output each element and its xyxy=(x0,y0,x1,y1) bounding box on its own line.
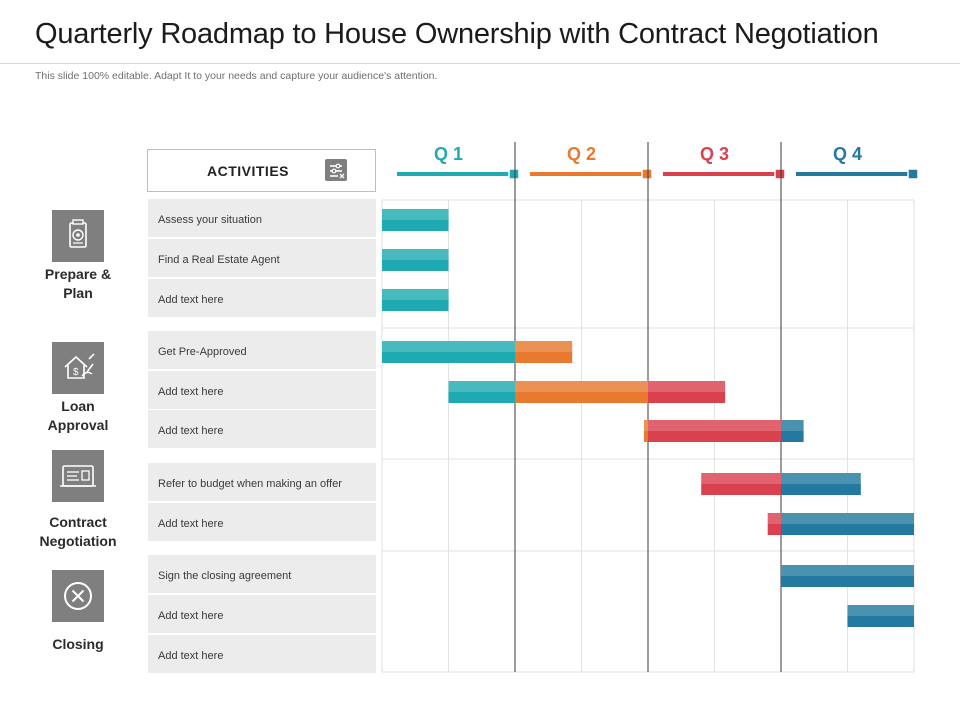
task-bar-bottom xyxy=(515,352,573,363)
task-bar-bottom xyxy=(847,616,914,627)
quarter-marker xyxy=(907,168,919,180)
activity-row xyxy=(148,199,376,237)
task-bar-top xyxy=(648,420,781,431)
task-bar-top xyxy=(767,513,781,524)
phase-label-line: Plan xyxy=(63,285,93,301)
task-bar-top xyxy=(382,289,449,300)
quarter-marker xyxy=(508,168,520,180)
activity-label: Find a Real Estate Agent xyxy=(158,254,280,266)
task-bar-top xyxy=(448,381,515,392)
contract-document-icon xyxy=(52,450,104,502)
task-bar-bottom xyxy=(781,484,861,495)
page-subtitle: This slide 100% editable. Adapt It to yo… xyxy=(35,70,438,82)
quarter-rule xyxy=(397,172,509,176)
task-bar-top xyxy=(847,605,914,616)
task-bar-bottom xyxy=(382,352,515,363)
task-bar-top xyxy=(781,565,914,576)
task-bar-bottom xyxy=(781,431,804,442)
page-title: Quarterly Roadmap to House Ownership wit… xyxy=(35,18,879,50)
activity-label: Add text here xyxy=(158,294,223,306)
phase-label-closing: Closing xyxy=(26,635,130,654)
task-bar-top xyxy=(644,420,648,431)
activities-header: ACTIVITIES xyxy=(147,149,376,192)
activity-row xyxy=(148,595,376,633)
phase-label-line: Approval xyxy=(47,417,109,433)
phase-label-line: Prepare & xyxy=(44,266,112,282)
phase-label-prepare: Prepare & Plan xyxy=(26,265,130,303)
house-dollar-icon: $ xyxy=(52,342,104,394)
activity-row xyxy=(148,371,376,409)
activity-label: Assess your situation xyxy=(158,214,262,226)
task-bar-bottom xyxy=(382,300,449,311)
quarter-label: Q 3 xyxy=(700,144,729,164)
task-bar-top xyxy=(515,381,648,392)
phase-label-line: Closing xyxy=(52,636,104,652)
quarter-marker xyxy=(774,168,786,180)
task-bar-bottom xyxy=(382,260,449,271)
activities-header-label: ACTIVITIES xyxy=(206,163,289,179)
task-bar-bottom xyxy=(382,220,449,231)
close-circle-icon xyxy=(52,570,104,622)
activity-label: Refer to budget when making an offer xyxy=(158,478,342,490)
task-bar-bottom xyxy=(767,524,781,535)
activity-row xyxy=(148,503,376,541)
svg-text:$: $ xyxy=(73,367,79,378)
activity-label: Add text here xyxy=(158,386,223,398)
quarter-label: Q 1 xyxy=(434,144,463,164)
activity-row xyxy=(148,331,376,369)
activity-row xyxy=(148,555,376,593)
document-target-icon xyxy=(52,210,104,262)
activity-label: Get Pre-Approved xyxy=(158,346,247,358)
activity-row xyxy=(148,239,376,277)
title-divider xyxy=(0,63,960,64)
quarter-rule xyxy=(663,172,775,176)
phase-label-line: Loan xyxy=(61,398,95,414)
task-bar-top xyxy=(781,513,914,524)
task-bar-top xyxy=(382,341,515,352)
task-bar-top xyxy=(648,381,726,392)
activity-label: Sign the closing agreement xyxy=(158,570,291,582)
quarter-label: Q 2 xyxy=(567,144,596,164)
phase-label-loan: Loan Approval xyxy=(26,397,130,435)
quarter-label: Q 4 xyxy=(833,144,862,164)
activity-label: Add text here xyxy=(158,650,223,662)
activity-row xyxy=(148,410,376,448)
phase-label-line: Negotiation xyxy=(39,533,117,549)
task-bar-bottom xyxy=(448,392,515,403)
activity-label: Add text here xyxy=(158,518,223,530)
task-bar-top xyxy=(382,209,449,220)
activity-label: Add text here xyxy=(158,610,223,622)
quarter-rule xyxy=(796,172,908,176)
activity-row xyxy=(148,279,376,317)
activity-row xyxy=(148,635,376,673)
task-bar-bottom xyxy=(648,431,781,442)
activities-list-icon xyxy=(325,159,347,181)
task-bar-top xyxy=(515,341,573,352)
task-bar-bottom xyxy=(648,392,726,403)
phase-label-line: Contract xyxy=(49,514,107,530)
quarter-marker xyxy=(641,168,653,180)
task-bar-bottom xyxy=(515,392,648,403)
task-bar-bottom xyxy=(781,524,914,535)
task-bar-top xyxy=(781,473,861,484)
activity-label: Add text here xyxy=(158,425,223,437)
task-bar-top xyxy=(701,473,781,484)
task-bar-top xyxy=(382,249,449,260)
phase-label-contract: Contract Negotiation xyxy=(26,513,130,551)
task-bar-bottom xyxy=(644,431,648,442)
task-bar-bottom xyxy=(701,484,781,495)
quarter-rule xyxy=(530,172,642,176)
activity-row xyxy=(148,463,376,501)
task-bar-top xyxy=(781,420,804,431)
task-bar-bottom xyxy=(781,576,914,587)
